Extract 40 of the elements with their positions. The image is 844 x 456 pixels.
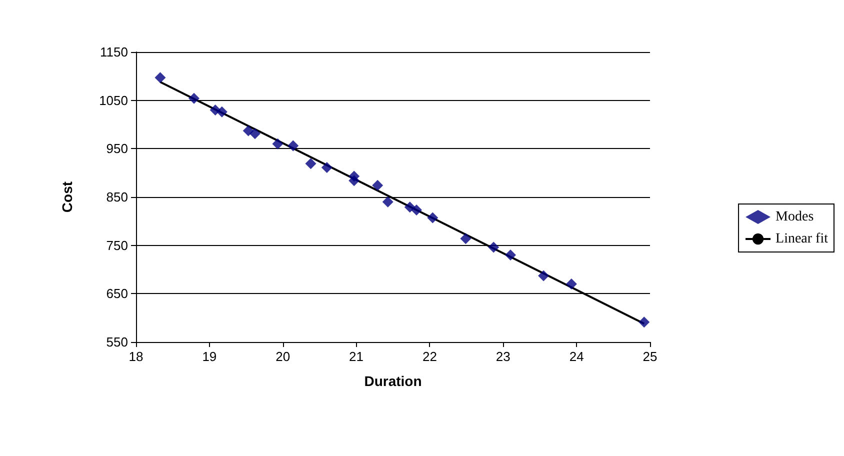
x-tick-label: 25 bbox=[642, 349, 658, 364]
point bbox=[460, 233, 472, 244]
point bbox=[638, 316, 650, 328]
x-tick-label: 22 bbox=[422, 349, 437, 364]
point bbox=[348, 175, 360, 186]
point bbox=[427, 212, 438, 224]
point bbox=[305, 158, 316, 170]
y-tick-label: 550 bbox=[106, 334, 128, 350]
point bbox=[538, 270, 550, 282]
x-tick-label: 19 bbox=[202, 349, 217, 364]
x-tick-label: 18 bbox=[128, 349, 144, 364]
point bbox=[242, 125, 254, 136]
point bbox=[216, 106, 228, 118]
y-tick-label: 850 bbox=[106, 190, 128, 204]
point bbox=[410, 204, 422, 216]
point bbox=[504, 250, 516, 260]
y-tick-label: 750 bbox=[106, 238, 128, 253]
point bbox=[404, 202, 416, 213]
y-axis-title: Cost bbox=[59, 181, 75, 213]
point bbox=[488, 242, 500, 253]
x-tick-label: 21 bbox=[349, 349, 364, 364]
point bbox=[272, 138, 284, 150]
y-tick-label: 1150 bbox=[100, 44, 128, 60]
y-tick-label: 1050 bbox=[99, 92, 128, 108]
x-tick-label: 20 bbox=[276, 349, 290, 364]
x-tick-label: 23 bbox=[496, 349, 510, 364]
point bbox=[249, 128, 260, 140]
point bbox=[321, 162, 332, 174]
point bbox=[188, 92, 200, 104]
point bbox=[288, 140, 299, 152]
point bbox=[154, 72, 166, 84]
x-tick-label: 24 bbox=[569, 349, 584, 364]
y-tick-label: 650 bbox=[106, 286, 128, 302]
point bbox=[382, 196, 394, 208]
legend-label: Modes bbox=[776, 210, 814, 224]
x-axis-title: Duration bbox=[364, 373, 422, 389]
point bbox=[566, 278, 577, 290]
point bbox=[372, 180, 384, 191]
legend-label: Linear fit bbox=[776, 232, 828, 246]
y-tick-label: 950 bbox=[106, 141, 128, 156]
